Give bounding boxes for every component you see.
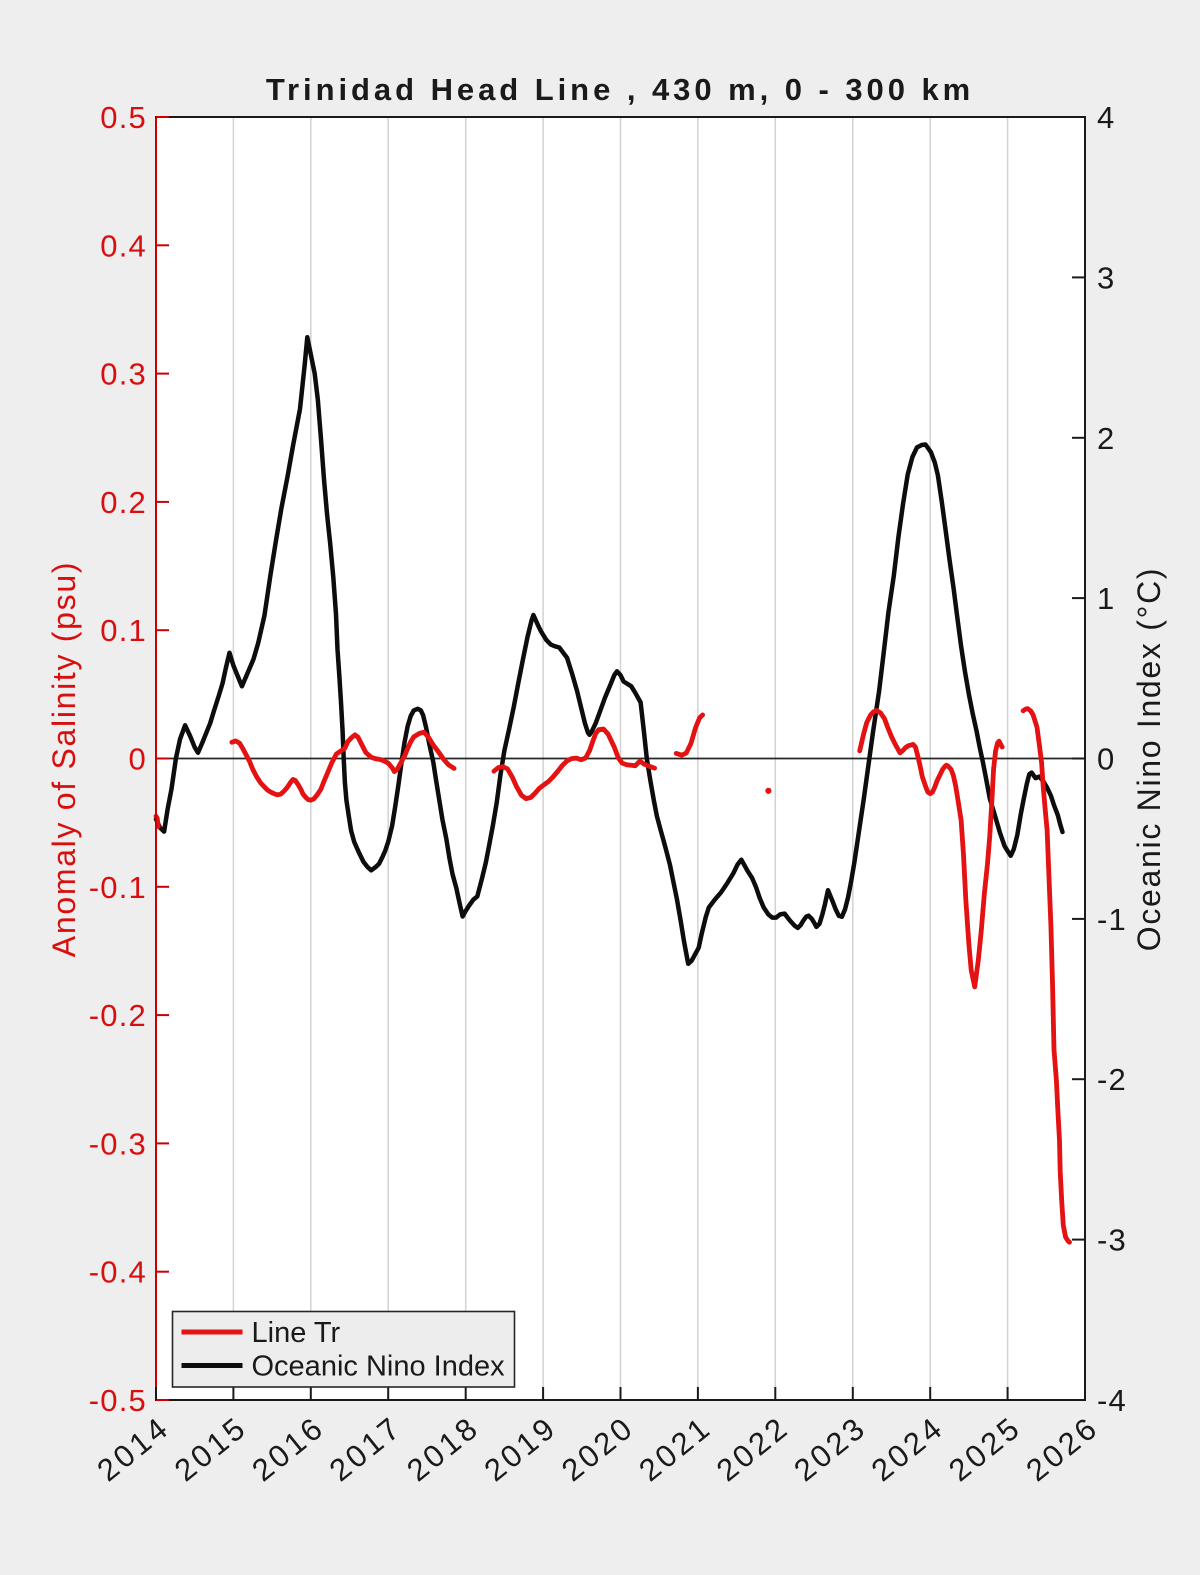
svg-text:Oceanic Nino Index (°C): Oceanic Nino Index (°C) bbox=[1131, 567, 1167, 951]
svg-text:-1: -1 bbox=[1097, 902, 1127, 937]
svg-text:-0.1: -0.1 bbox=[89, 870, 147, 905]
svg-text:Anomaly of Salinity (psu): Anomaly of Salinity (psu) bbox=[46, 561, 82, 957]
svg-text:0: 0 bbox=[129, 742, 147, 777]
svg-text:1: 1 bbox=[1097, 581, 1115, 616]
svg-text:-0.2: -0.2 bbox=[89, 998, 147, 1033]
svg-text:-2: -2 bbox=[1097, 1062, 1127, 1097]
svg-text:Oceanic Nino Index: Oceanic Nino Index bbox=[252, 1351, 506, 1383]
svg-text:0: 0 bbox=[1097, 742, 1115, 777]
svg-text:-0.5: -0.5 bbox=[89, 1383, 147, 1418]
svg-text:2: 2 bbox=[1097, 421, 1115, 456]
svg-text:0.2: 0.2 bbox=[100, 485, 147, 520]
svg-text:-0.4: -0.4 bbox=[89, 1255, 147, 1290]
svg-text:0.5: 0.5 bbox=[100, 100, 147, 135]
svg-text:0.3: 0.3 bbox=[100, 357, 147, 392]
svg-text:-0.3: -0.3 bbox=[89, 1126, 147, 1161]
svg-text:0.4: 0.4 bbox=[100, 228, 147, 263]
svg-text:3: 3 bbox=[1097, 260, 1115, 295]
svg-text:-3: -3 bbox=[1097, 1223, 1127, 1258]
svg-text:Trinidad Head Line , 430 m, 0: Trinidad Head Line , 430 m, 0 - 300 km bbox=[266, 72, 974, 107]
svg-text:0.1: 0.1 bbox=[100, 613, 147, 648]
svg-text:-4: -4 bbox=[1097, 1383, 1127, 1418]
svg-text:Line Tr: Line Tr bbox=[252, 1317, 341, 1349]
svg-text:4: 4 bbox=[1097, 100, 1115, 135]
